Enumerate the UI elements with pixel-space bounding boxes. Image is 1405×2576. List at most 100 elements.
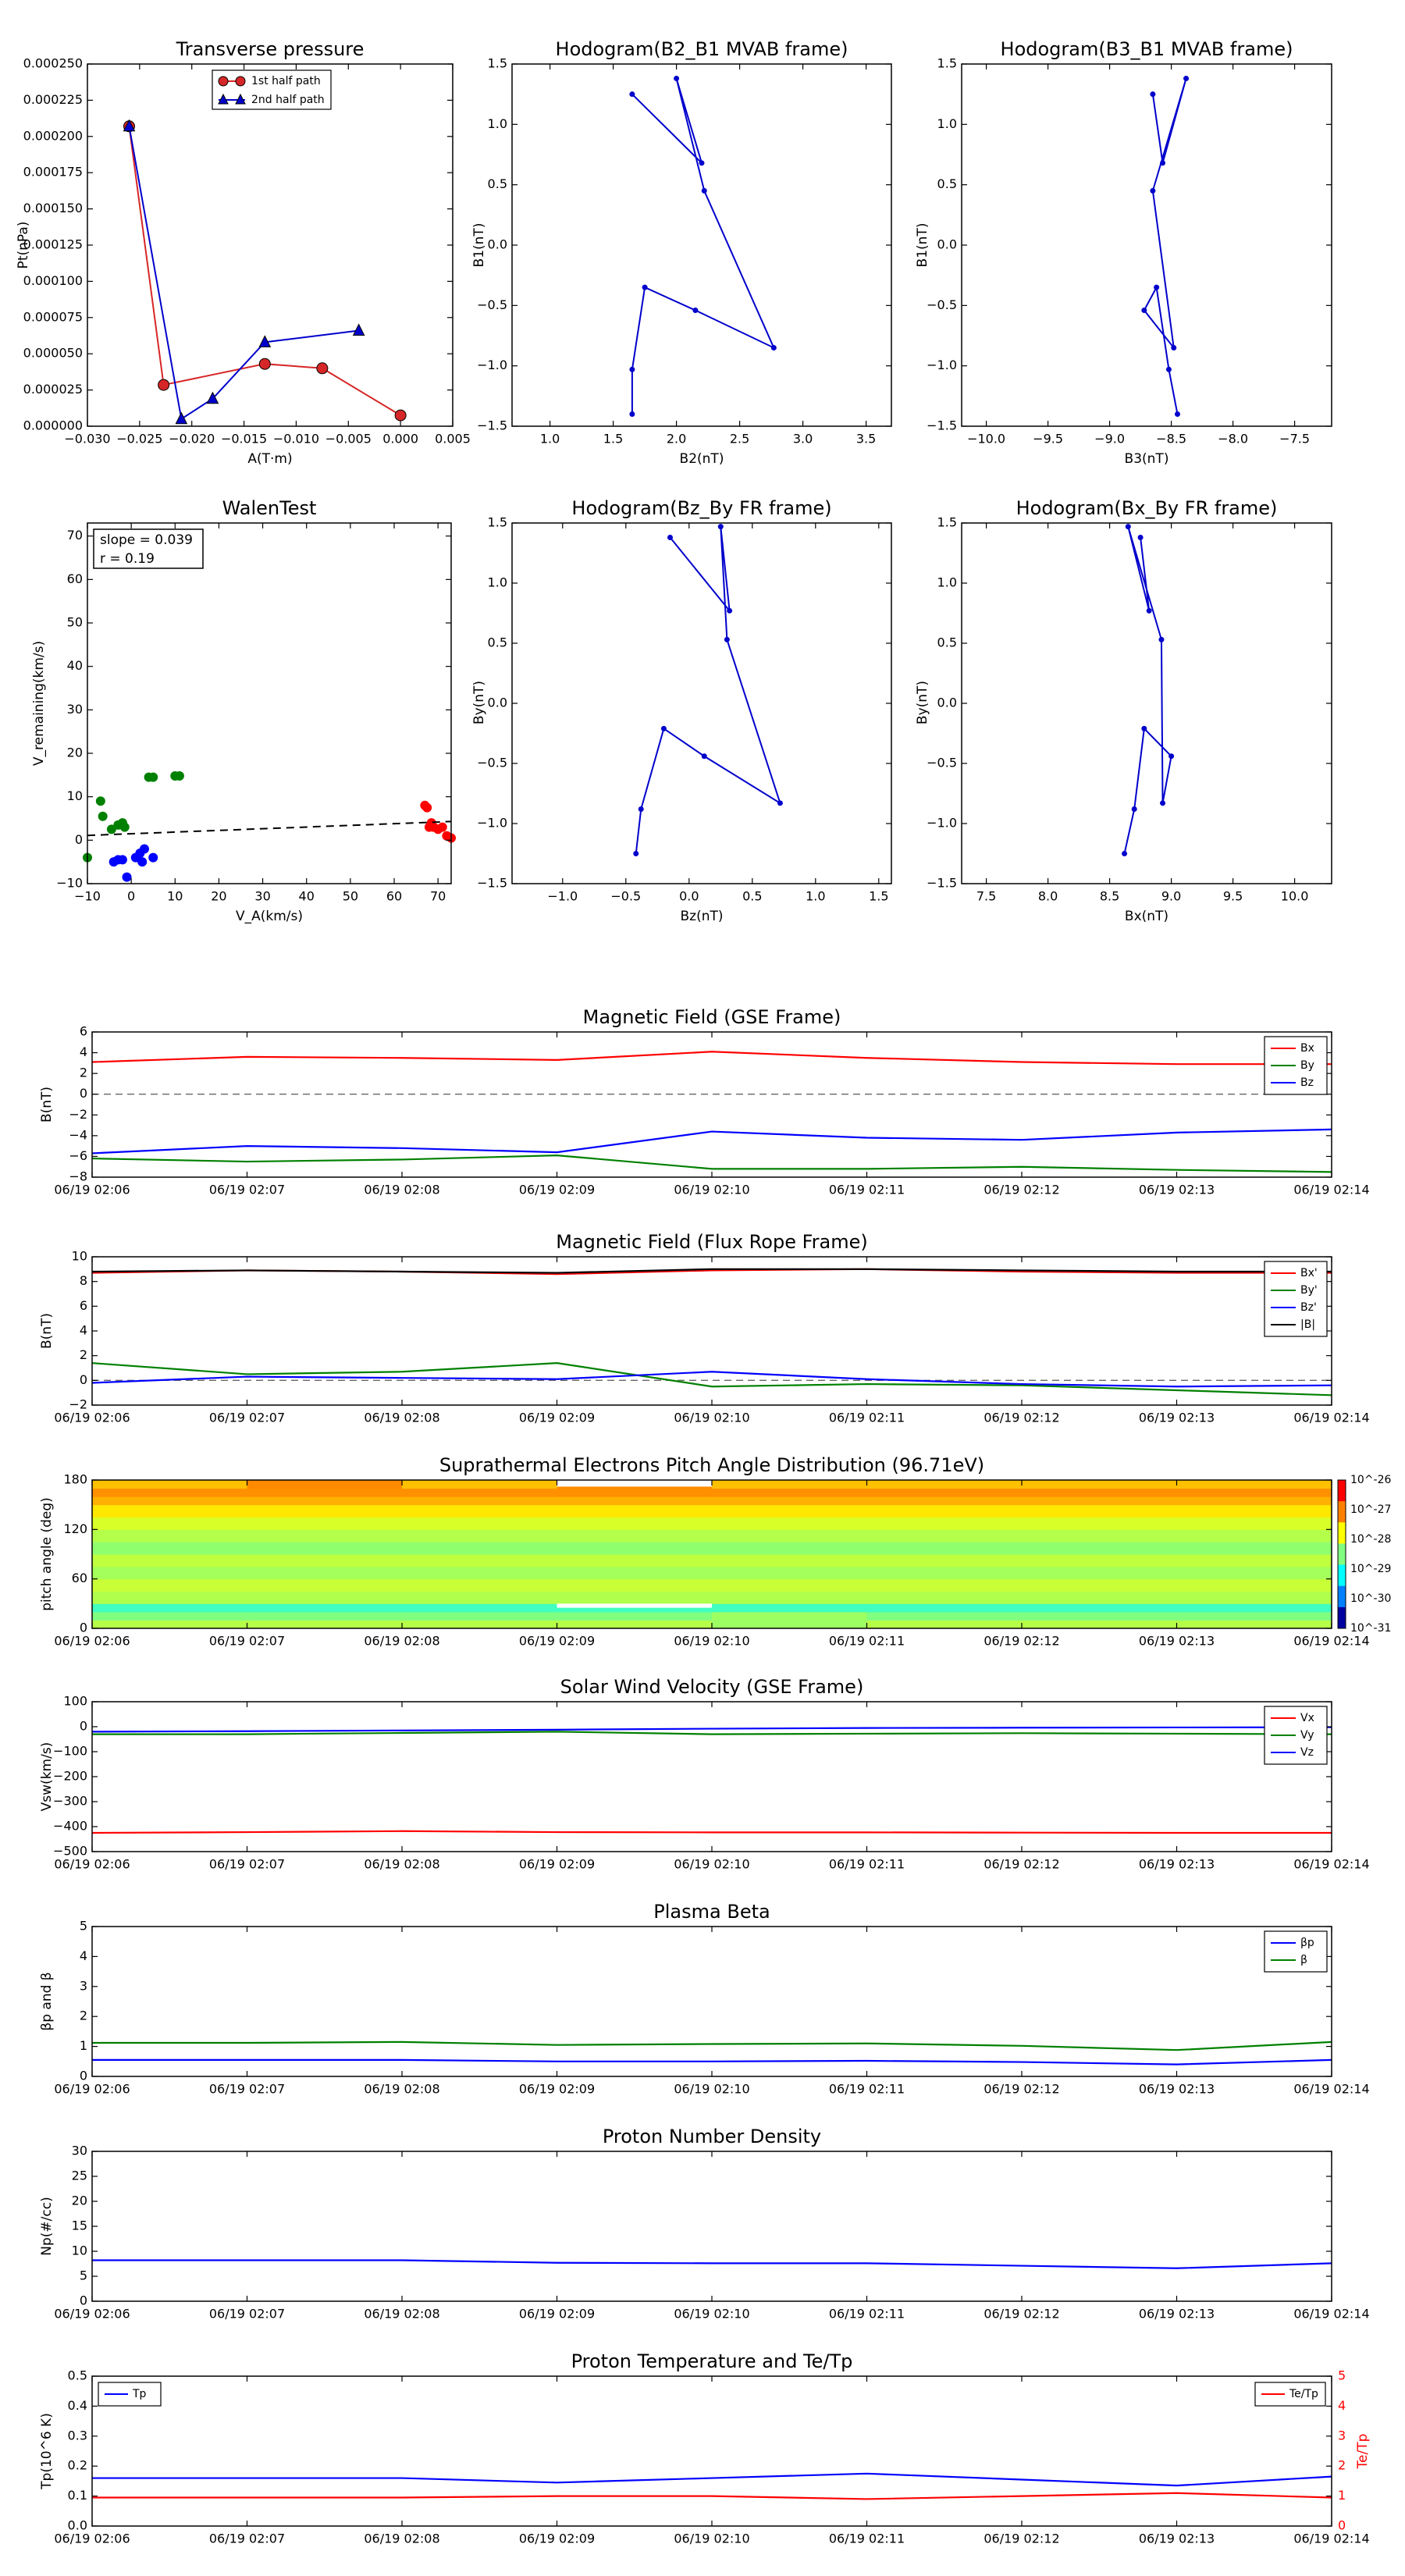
- heatmap-cell: [1022, 1566, 1177, 1580]
- data-point: [717, 524, 724, 530]
- time-tick-label: 06/19 02:09: [519, 2307, 595, 2322]
- data-point: [117, 855, 127, 865]
- y-tick-label: 0.000225: [23, 92, 83, 107]
- data-point: [1160, 800, 1166, 806]
- heatmap-cell: [402, 1566, 557, 1580]
- y-tick-label: 100: [63, 1694, 87, 1709]
- time-tick-label: 06/19 02:12: [984, 2307, 1059, 2322]
- y-tick-label: 0.0: [68, 2518, 87, 2533]
- y-tick-label: 0.000200: [23, 128, 83, 143]
- y-tick-label: 60: [72, 1571, 87, 1585]
- time-tick-label: 06/19 02:08: [364, 2307, 439, 2322]
- y-tick-label: 0: [80, 1621, 87, 1635]
- chart-title: Magnetic Field (GSE Frame): [583, 1006, 841, 1028]
- heatmap-cell: [402, 1496, 557, 1506]
- y2-tick-label: 1: [1338, 2488, 1346, 2503]
- y-tick-label: 6: [80, 1024, 87, 1039]
- data-point: [1171, 344, 1177, 350]
- heatmap-cell: [1176, 1578, 1332, 1592]
- heatmap-cell: [1022, 1591, 1177, 1604]
- data-point: [422, 802, 432, 813]
- heatmap-cell: [92, 1554, 247, 1567]
- heatmap-cell: [1022, 1611, 1177, 1621]
- y-tick-label: 1.0: [488, 575, 507, 590]
- time-tick-label: 06/19 02:06: [54, 1634, 130, 1649]
- legend-label: Bz: [1300, 1076, 1314, 1089]
- data-point: [148, 772, 158, 782]
- y-tick-label: 0.0: [937, 237, 957, 252]
- y-tick-label: 15: [72, 2218, 87, 2233]
- x-tick-label: 7.5: [976, 889, 996, 904]
- time-tick-label: 06/19 02:13: [1139, 2082, 1215, 2097]
- data-point: [139, 844, 149, 854]
- heatmap-cell: [1176, 1517, 1332, 1530]
- data-point: [674, 76, 680, 82]
- heatmap-cell: [712, 1611, 867, 1621]
- x-axis-label: V_A(km/s): [236, 909, 303, 924]
- time-tick-label: 06/19 02:07: [209, 2532, 285, 2546]
- heatmap-cell: [247, 1504, 403, 1517]
- time-tick-label: 06/19 02:06: [54, 1411, 130, 1425]
- y-axis-label: By(nT): [471, 681, 487, 724]
- x-tick-label: 8.5: [1100, 889, 1119, 904]
- x-tick-label: 8.0: [1038, 889, 1058, 904]
- colorbar-tick-label: 10^-28: [1350, 1533, 1391, 1546]
- heatmap-cell: [247, 1554, 403, 1567]
- heatmap-cell: [866, 1542, 1023, 1555]
- time-tick-label: 06/19 02:13: [1139, 2307, 1215, 2322]
- heatmap-cell: [92, 1603, 247, 1613]
- chart-title: Hodogram(B2_B1 MVAB frame): [556, 38, 848, 60]
- data-point: [692, 308, 699, 314]
- series-line: [91, 1830, 1332, 1834]
- y-axis-label: V_remaining(km/s): [31, 641, 47, 766]
- y-axis-label: βp and β: [39, 1972, 55, 2030]
- heatmap-cell: [1022, 1578, 1177, 1592]
- y2-tick-label: 5: [1338, 2368, 1346, 2383]
- y-tick-label: −0.5: [927, 756, 957, 770]
- time-tick-label: 06/19 02:13: [1139, 1183, 1215, 1197]
- data-point: [98, 811, 108, 821]
- heatmap-cell: [92, 1611, 247, 1621]
- x-axis-label: A(T·m): [247, 451, 292, 467]
- x-tick-label: 1.0: [540, 432, 560, 447]
- heatmap-cell: [1022, 1488, 1177, 1497]
- heatmap-cell: [402, 1480, 557, 1489]
- heatmap-cell: [712, 1578, 867, 1592]
- legend-marker: [235, 93, 246, 105]
- x-tick-label: 1.5: [603, 432, 623, 447]
- y-tick-label: −500: [53, 1844, 87, 1859]
- heatmap-cell: [1176, 1603, 1332, 1613]
- y-tick-label: −400: [53, 1819, 87, 1834]
- chart-title: Transverse pressure: [176, 38, 365, 60]
- chart-title: Proton Temperature and Te/Tp: [571, 2350, 853, 2372]
- data-point: [158, 379, 170, 391]
- y-axis-label: Vsw(km/s): [39, 1742, 55, 1812]
- heatmap-cell: [247, 1480, 403, 1489]
- time-tick-label: 06/19 02:10: [674, 1634, 749, 1649]
- heatmap-cell: [402, 1517, 557, 1530]
- series-line: [92, 1731, 1332, 1735]
- legend-label: Te/Tp: [1289, 2388, 1318, 2400]
- colorbar-segment: [1338, 1564, 1346, 1587]
- y-tick-label: 0.5: [488, 176, 507, 191]
- y-tick-label: 10: [72, 1249, 87, 1264]
- time-tick-label: 06/19 02:07: [209, 2082, 285, 2097]
- x-tick-label: −7.5: [1279, 432, 1310, 447]
- heatmap-cell: [92, 1578, 247, 1592]
- x-tick-label: −8.5: [1156, 432, 1186, 447]
- y2-tick-label: 2: [1338, 2458, 1346, 2473]
- time-tick-label: 06/19 02:10: [674, 2532, 749, 2546]
- x-tick-label: 10: [167, 889, 183, 904]
- y-tick-label: 25: [72, 2169, 87, 2183]
- x-tick-label: −9.0: [1094, 432, 1125, 447]
- time-tick-label: 06/19 02:07: [209, 1634, 285, 1649]
- heatmap-cell: [557, 1542, 713, 1555]
- y-tick-label: −0.5: [477, 756, 507, 770]
- y-tick-label: 20: [67, 745, 83, 760]
- heatmap-cell: [92, 1620, 247, 1629]
- y-tick-label: 0.000150: [23, 201, 83, 215]
- heatmap-cell: [247, 1488, 403, 1497]
- plot-frame: [91, 1701, 1332, 1852]
- series-line: [631, 78, 776, 415]
- y-tick-label: −1.0: [477, 816, 507, 831]
